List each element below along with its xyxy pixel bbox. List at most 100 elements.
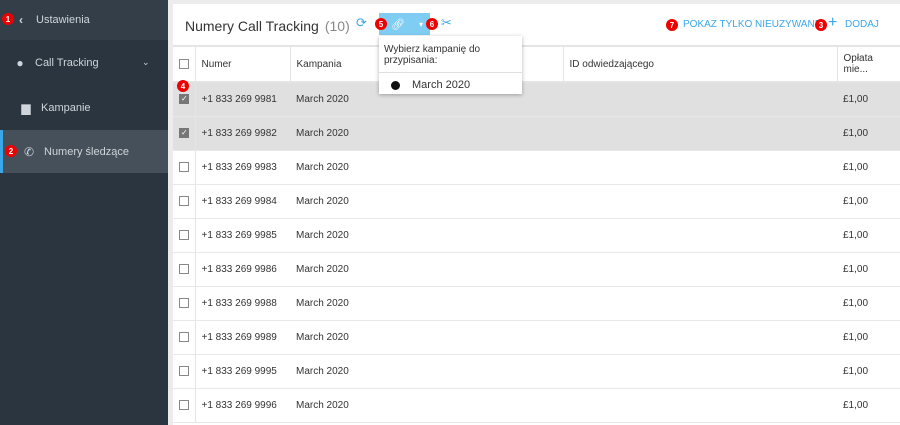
visitor-id-cell [563,184,837,219]
marker-badge: 6 [426,18,438,30]
chevron-down-icon: ⌄ [142,57,150,67]
marker-badge: 3 [815,19,827,31]
campaign-cell: March 2020 [290,150,425,185]
number-cell: +1 833 269 9981 [195,82,290,117]
number-cell: +1 833 269 9982 [195,116,290,151]
number-cell: +1 833 269 9988 [195,286,290,321]
add-button[interactable]: DODAJ [845,19,879,30]
fee-cell: £1,00 [837,82,900,117]
blank-cell [425,218,563,253]
row-checkbox[interactable] [179,331,189,342]
number-cell: +1 833 269 9996 [195,388,290,423]
table-row[interactable]: +1 833 269 9996 March 2020 £1,00 [173,388,900,423]
row-checkbox[interactable] [179,263,189,274]
blank-cell [425,388,563,423]
table-row[interactable]: +1 833 269 9984 March 2020 £1,00 [173,184,900,219]
campaign-cell: March 2020 [290,320,425,355]
caret-down-icon: ▾ [418,19,423,29]
marker-badge: 7 [666,19,678,31]
blank-cell [425,252,563,287]
table-row[interactable]: +1 833 269 9989 March 2020 £1,00 [173,320,900,355]
campaign-cell: March 2020 [290,116,425,151]
link-icon: 🔗︎ [391,18,405,31]
row-checkbox[interactable] [179,365,189,376]
row-checkbox[interactable] [179,94,189,105]
campaign-cell: March 2020 [290,354,425,389]
sidebar-item-kampanie[interactable]: ▆ Kampanie [0,85,168,130]
blank-cell [425,286,563,321]
unlink-icon[interactable]: ✂ [441,15,452,30]
refresh-icon[interactable]: ⟳ [356,15,367,30]
phone-forward-icon: ✆ [23,144,35,159]
row-checkbox[interactable] [179,399,189,410]
visitor-id-cell [563,218,837,253]
number-cell: +1 833 269 9985 [195,218,290,253]
numbers-table: Numer Kampania ID odwiedzającego Opłata … [173,47,900,423]
bag-icon: ▆ [21,100,31,115]
number-cell: +1 833 269 9986 [195,252,290,287]
row-checkbox[interactable] [179,161,189,172]
row-checkbox[interactable] [179,229,189,240]
marker-badge: 2 [5,145,17,157]
column-fee[interactable]: Opłata mie... [837,47,900,83]
table-row[interactable]: +1 833 269 9981 March 2020 £1,00 [173,82,900,117]
assign-campaign-button[interactable]: 🔗︎ ▾ [379,13,430,35]
sidebar-item-ustawienia[interactable]: 1 ‹ Ustawienia [0,0,168,40]
visitor-id-cell [563,116,837,151]
fee-cell: £1,00 [837,320,900,355]
blank-cell [425,320,563,355]
sidebar-item-numery-sledzace[interactable]: 2 ✆ Numery śledzące [0,130,168,173]
plus-icon[interactable]: + [828,14,838,31]
campaign-cell: March 2020 [290,252,425,287]
sidebar-item-label: Call Tracking [35,56,99,69]
select-all-checkbox[interactable] [179,58,189,69]
fee-cell: £1,00 [837,252,900,287]
campaign-dropdown: Wybierz kampanię do przypisania: March 2… [379,36,522,94]
table-row[interactable]: +1 833 269 9995 March 2020 £1,00 [173,354,900,389]
dropdown-item-label: March 2020 [412,79,471,91]
globe-icon: ● [16,55,24,70]
fee-cell: £1,00 [837,218,900,253]
campaign-cell: March 2020 [290,388,425,423]
table-row[interactable]: +1 833 269 9986 March 2020 £1,00 [173,252,900,287]
row-checkbox[interactable] [179,195,189,206]
table-row[interactable]: +1 833 269 9985 March 2020 £1,00 [173,218,900,253]
row-checkbox[interactable] [179,127,189,138]
fee-cell: £1,00 [837,286,900,321]
blank-cell [425,354,563,389]
compass-icon [391,80,400,90]
campaign-cell: March 2020 [290,184,425,219]
sidebar-item-label: Kampanie [41,101,91,114]
blank-cell [425,150,563,185]
visitor-id-cell [563,150,837,185]
marker-badge: 4 [177,80,189,92]
visitor-id-cell [563,388,837,423]
table-row[interactable]: +1 833 269 9982 March 2020 £1,00 [173,116,900,151]
marker-badge: 1 [2,13,14,25]
column-numer[interactable]: Numer [195,47,291,83]
table-header: Numer Kampania ID odwiedzającego Opłata … [173,47,900,83]
number-cell: +1 833 269 9983 [195,150,290,185]
number-cell: +1 833 269 9984 [195,184,290,219]
fee-cell: £1,00 [837,184,900,219]
visitor-id-cell [563,252,837,287]
dropdown-heading: Wybierz kampanię do przypisania: [379,36,522,73]
fee-cell: £1,00 [837,354,900,389]
blank-cell [425,184,563,219]
row-checkbox[interactable] [179,297,189,308]
campaign-cell: March 2020 [290,286,425,321]
sidebar: 1 ‹ Ustawienia ● Call Tracking ⌄ ▆ Kampa… [0,0,168,425]
table-row[interactable]: +1 833 269 9988 March 2020 £1,00 [173,286,900,321]
visitor-id-cell [563,354,837,389]
page-title: Numery Call Tracking (10) [185,18,350,34]
dropdown-item[interactable]: March 2020 [379,73,522,97]
sidebar-item-call-tracking[interactable]: ● Call Tracking ⌄ [0,40,168,85]
show-unused-button[interactable]: POKAZ TYLKO NIEUZYWANE. [683,19,825,30]
chevron-left-icon: ‹ [19,13,23,27]
sidebar-item-label: Ustawienia [36,14,90,26]
table-row[interactable]: +1 833 269 9983 March 2020 £1,00 [173,150,900,185]
visitor-id-cell [563,82,837,117]
fee-cell: £1,00 [837,388,900,423]
header: Numery Call Tracking (10) ⟳ 🔗︎ ▾ 5 6 ✂ 7 … [173,4,900,47]
column-id[interactable]: ID odwiedzającego [563,47,838,83]
